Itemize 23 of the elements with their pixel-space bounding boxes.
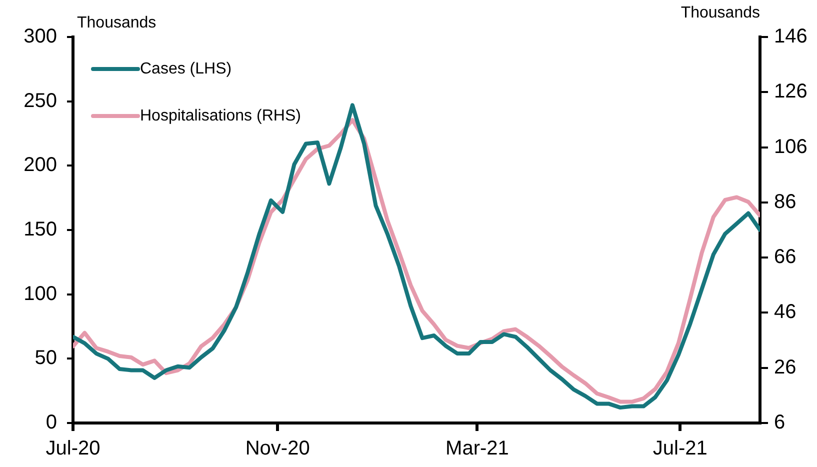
legend-label: Cases (LHS)	[140, 60, 232, 78]
y2-tick-label: 46	[774, 301, 796, 324]
y2-tick-label: 86	[774, 190, 796, 213]
x-tick-label: Mar-21	[446, 438, 509, 460]
y2-tick-label: 66	[774, 246, 796, 268]
y-tick-label: 250	[24, 90, 57, 112]
y-tick-label: 150	[24, 218, 57, 241]
y2-tick-label: 146	[774, 26, 808, 48]
y-tick-label: 0	[46, 412, 57, 434]
y2-tick-label: 6	[774, 412, 786, 434]
y-tick-label: 300	[24, 26, 57, 48]
x-tick-label: Nov-20	[245, 438, 310, 460]
x-tick-label: Jul-21	[652, 438, 708, 460]
y2-tick-label: 106	[774, 136, 808, 158]
y2-tick-label: 26	[774, 356, 796, 378]
y2-tick-label: 126	[774, 80, 808, 103]
y-tick-label: 50	[34, 347, 57, 370]
y-tick-label: 200	[24, 154, 57, 176]
y2-axis-title: Thousands	[680, 4, 760, 22]
y-tick-label: 100	[24, 282, 57, 305]
legend-label: Hospitalisations (RHS)	[140, 107, 301, 124]
x-tick-label: Jul-20	[46, 438, 100, 460]
y-axis-title: Thousands	[77, 14, 156, 32]
